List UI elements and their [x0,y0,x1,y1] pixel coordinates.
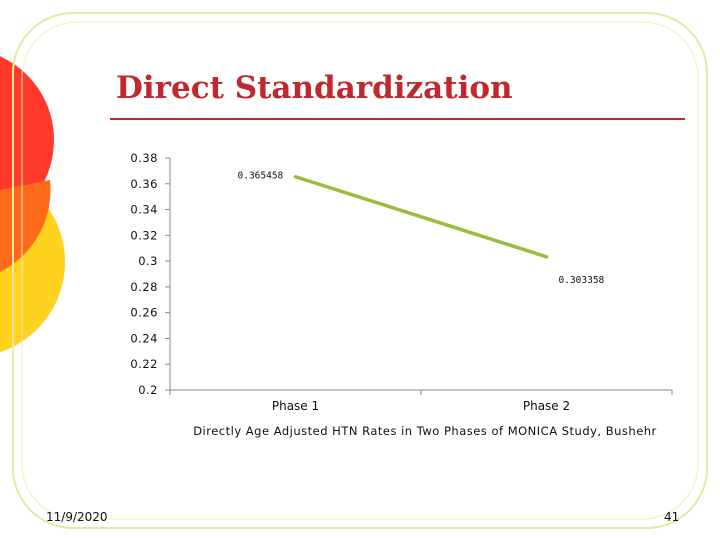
y-tick-label: 0.28 [130,280,158,294]
y-tick-label: 0.36 [130,177,158,191]
x-tick-label: Phase 1 [272,399,319,413]
y-tick-label: 0.34 [130,203,158,217]
slide-frame-inner [21,21,699,520]
page-number: 41 [664,510,680,524]
data-label: 0.365458 [238,171,284,182]
data-label: 0.303358 [559,275,605,286]
y-tick-label: 0.22 [130,357,158,371]
y-tick-label: 0.24 [130,331,158,345]
y-tick-label: 0.3 [138,254,158,268]
title-underline [110,118,685,120]
x-tick-label: Phase 2 [523,399,570,413]
chart-caption: Directly Age Adjusted HTN Rates in Two P… [193,424,657,438]
y-tick-label: 0.26 [130,306,158,320]
y-tick-label: 0.32 [130,228,158,242]
y-tick-label: 0.2 [138,383,158,397]
slide-frame [12,12,708,529]
slide-title: Direct Standardization [116,70,513,106]
footer-date: 11/9/2020 [46,510,108,524]
series-line [293,174,549,259]
y-tick-label: 0.38 [130,151,158,165]
